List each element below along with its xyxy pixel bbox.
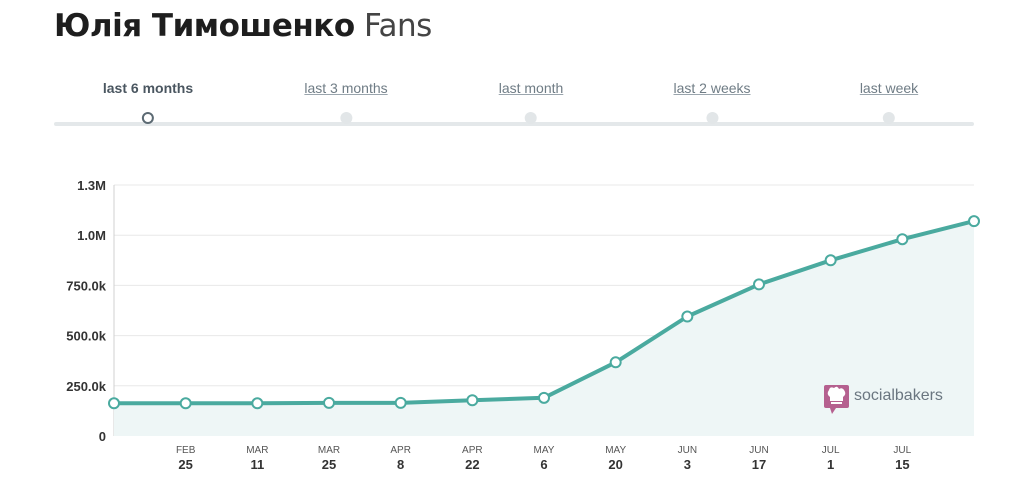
- x-tick-month: MAR: [246, 445, 268, 456]
- x-tick-day: 25: [178, 457, 192, 472]
- x-tick-day: 8: [397, 457, 404, 472]
- period-label[interactable]: last month: [498, 80, 564, 96]
- y-tick-label: 1.3M: [77, 178, 106, 193]
- y-tick-label: 1.0M: [77, 228, 106, 243]
- y-axis-labels: 0 250.0k 500.0k 750.0k 1.0M 1.3M: [66, 178, 107, 444]
- data-point: [108, 397, 120, 410]
- socialbakers-logo: socialbakers: [824, 385, 943, 414]
- data-point: [753, 278, 765, 291]
- x-tick-day: 15: [895, 457, 909, 472]
- period-option-month[interactable]: last month: [498, 80, 564, 124]
- period-option-2-weeks[interactable]: last 2 weeks: [673, 80, 751, 124]
- data-point: [968, 215, 980, 228]
- period-label[interactable]: last 2 weeks: [673, 80, 751, 96]
- period-dot[interactable]: [525, 112, 537, 124]
- data-point: [538, 391, 550, 404]
- period-label[interactable]: last 6 months: [102, 80, 194, 96]
- x-tick-day: 6: [540, 457, 547, 472]
- data-point: [896, 233, 909, 246]
- y-tick-label: 750.0k: [66, 278, 107, 293]
- y-tick-label: 250.0k: [66, 379, 107, 394]
- data-point: [609, 356, 622, 369]
- page-title-suffix: Fans: [363, 8, 432, 44]
- period-option-6-months[interactable]: last 6 months: [103, 80, 193, 124]
- x-axis-labels: FEB25MAR11MAR25APR8APR22MAY6MAY20JUN3JUN…: [176, 445, 912, 472]
- x-tick-month: FEB: [176, 445, 196, 456]
- y-tick-label: 500.0k: [66, 329, 107, 344]
- data-point: [251, 397, 264, 410]
- x-tick-month: JUN: [678, 445, 697, 456]
- data-point: [323, 396, 335, 409]
- data-point: [466, 394, 479, 407]
- chef-hat-icon: [824, 385, 849, 414]
- x-tick-day: 1: [827, 457, 834, 472]
- period-slider-track[interactable]: [54, 122, 974, 126]
- data-points: [108, 215, 980, 410]
- period-option-3-months[interactable]: last 3 months: [304, 80, 388, 124]
- page-title: Юлія Тимошенко Fans: [54, 8, 432, 44]
- x-tick-month: APR: [390, 445, 411, 456]
- brand-name: socialbakers: [854, 387, 943, 404]
- x-tick-day: 22: [465, 457, 479, 472]
- period-dot[interactable]: [142, 112, 154, 124]
- period-dot[interactable]: [705, 112, 718, 124]
- x-tick-day: 11: [250, 457, 264, 472]
- x-tick-day: 17: [752, 457, 766, 472]
- period-selector: last 6 months last 3 months last month l…: [54, 80, 974, 140]
- data-point: [681, 310, 694, 323]
- x-tick-month: MAY: [534, 445, 555, 456]
- period-dot[interactable]: [339, 112, 352, 124]
- x-tick-month: JUL: [822, 445, 840, 456]
- area-fill: [114, 221, 974, 436]
- period-dot[interactable]: [882, 112, 895, 124]
- x-tick-month: APR: [462, 445, 483, 456]
- x-tick-month: JUN: [749, 445, 768, 456]
- data-point: [179, 397, 192, 410]
- period-label[interactable]: last week: [859, 80, 919, 96]
- x-tick-day: 25: [322, 457, 336, 472]
- y-tick-label: 0: [99, 429, 106, 444]
- data-point: [824, 254, 837, 267]
- x-tick-day: 3: [684, 457, 691, 472]
- x-tick-month: MAR: [318, 445, 340, 456]
- period-option-week[interactable]: last week: [860, 80, 918, 124]
- period-label[interactable]: last 3 months: [304, 80, 388, 96]
- page-title-name: Юлія Тимошенко: [54, 8, 355, 44]
- data-point: [394, 396, 407, 409]
- x-tick-month: JUL: [893, 445, 911, 456]
- x-tick-day: 20: [608, 457, 622, 472]
- x-tick-month: MAY: [605, 445, 626, 456]
